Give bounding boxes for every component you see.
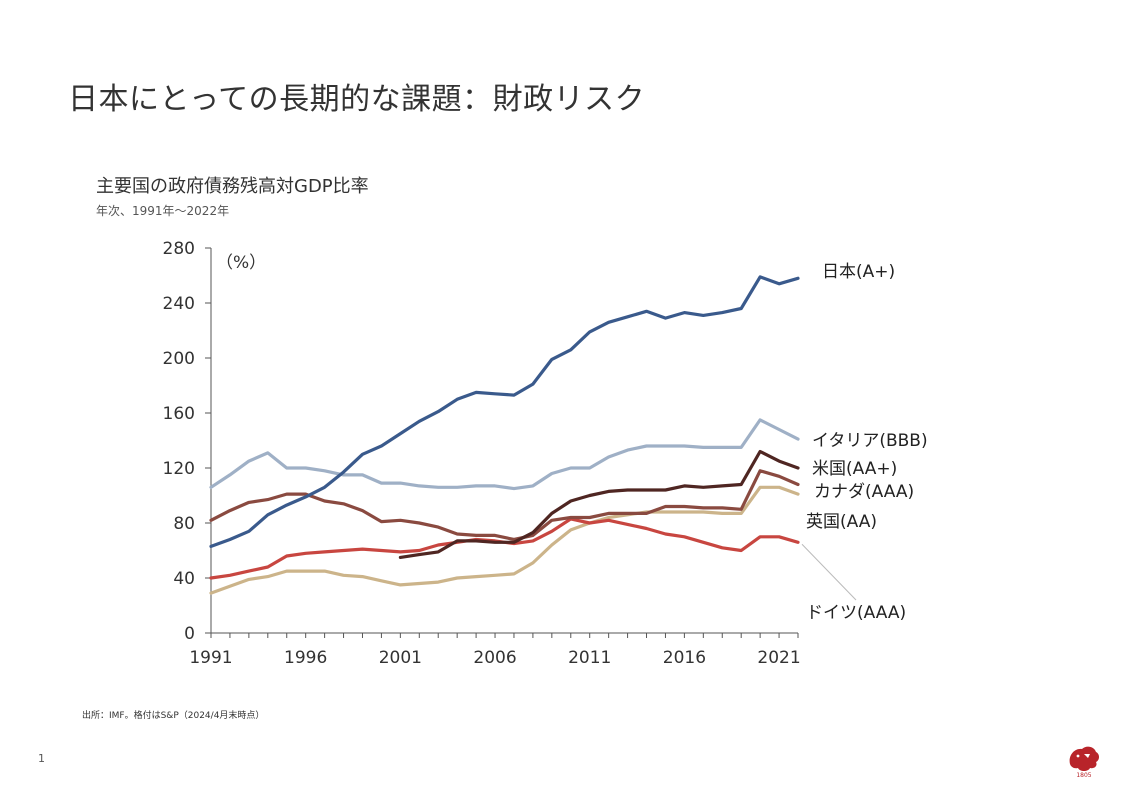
slide-title: 日本にとっての長期的な課題：財政リスク xyxy=(68,82,646,117)
x-tick-label: 2001 xyxy=(379,648,422,668)
series-label-us: 米国(AA+) xyxy=(812,459,897,479)
x-tick-label: 2006 xyxy=(473,648,516,668)
lion-crest-logo-icon: 1805 xyxy=(1069,746,1099,778)
series-label-canada: カナダ(AAA) xyxy=(814,482,914,502)
series-line-germany xyxy=(209,517,800,580)
unit-label: （%） xyxy=(216,253,266,273)
x-tick-label: 2021 xyxy=(757,648,800,668)
y-tick-label: 280 xyxy=(163,239,195,259)
series-label-uk: 英国(AA) xyxy=(806,512,877,532)
y-tick-label: 120 xyxy=(163,459,195,479)
series-line-italy xyxy=(209,418,800,491)
logo-year: 1805 xyxy=(1076,772,1091,778)
y-tick-label: 240 xyxy=(163,294,195,314)
germany-label-leader-line xyxy=(801,543,857,601)
series-line-japan xyxy=(209,275,800,548)
y-tick-label: 80 xyxy=(173,514,195,534)
source-note: 出所：IMF。格付はS&P（2024/4月末時点） xyxy=(82,711,265,721)
chart-title: 主要国の政府債務残高対GDP比率 xyxy=(96,176,369,197)
page-number: 1 xyxy=(38,752,45,765)
y-tick-label: 200 xyxy=(163,349,195,369)
x-tick-label: 1991 xyxy=(189,648,232,668)
series-label-italy: イタリア(BBB) xyxy=(812,431,928,451)
y-tick-label: 0 xyxy=(184,624,195,644)
chart-subtitle: 年次、1991年〜2022年 xyxy=(96,204,230,218)
x-tick-label: 2016 xyxy=(663,648,706,668)
x-tick-label: 1996 xyxy=(284,648,327,668)
series-line-us xyxy=(398,449,800,559)
series-line-canada xyxy=(209,469,800,542)
series-label-germany: ドイツ(AAA) xyxy=(806,603,906,623)
x-tick-label: 2011 xyxy=(568,648,611,668)
series-line-uk xyxy=(209,485,800,595)
y-tick-label: 160 xyxy=(163,404,195,424)
series-label-japan: 日本(A+) xyxy=(822,262,895,282)
y-tick-label: 40 xyxy=(173,569,195,589)
